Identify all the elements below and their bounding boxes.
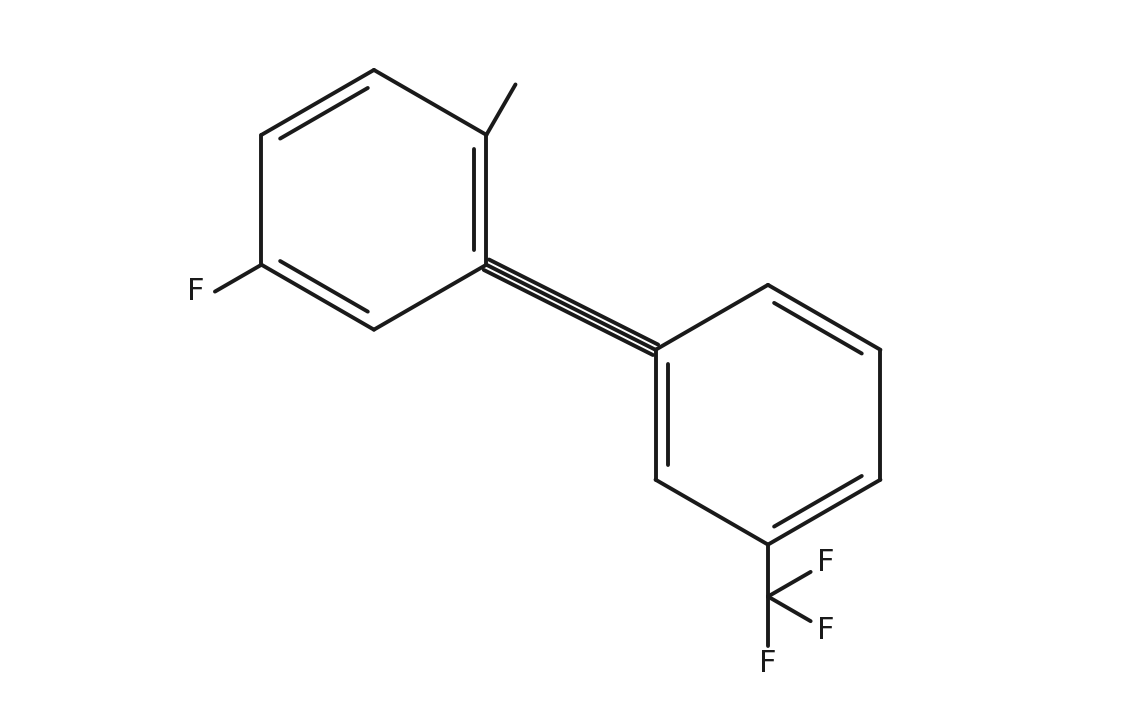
Text: F: F (817, 616, 835, 645)
Text: F: F (759, 649, 777, 678)
Text: F: F (187, 277, 205, 306)
Text: F: F (817, 549, 835, 578)
